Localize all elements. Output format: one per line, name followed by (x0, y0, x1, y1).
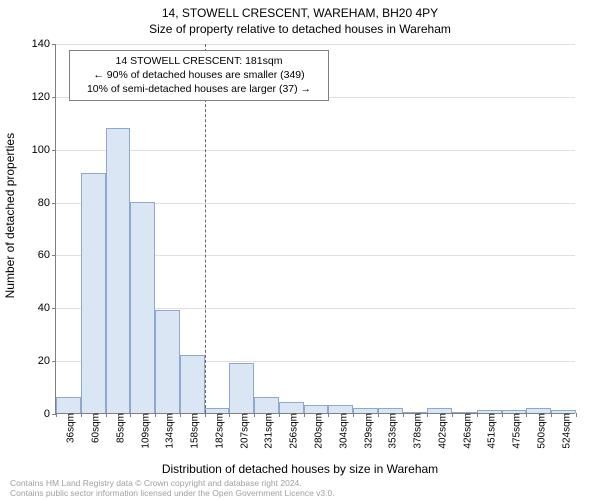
x-tick-mark (551, 413, 552, 417)
chart-container: 14, STOWELL CRESCENT, WAREHAM, BH20 4PY … (0, 0, 600, 500)
chart-title-sub: Size of property relative to detached ho… (0, 20, 600, 36)
x-tick-mark (353, 413, 354, 417)
x-tick-mark (155, 413, 156, 417)
annotation-line: 14 STOWELL CRESCENT: 181sqm (78, 54, 320, 68)
x-tick-mark (502, 413, 503, 417)
footer-line2: Contains public sector information licen… (10, 488, 335, 498)
grid-line (56, 150, 575, 151)
histogram-bar (229, 363, 254, 413)
x-tick-label: 451sqm (481, 413, 498, 449)
annotation-box: 14 STOWELL CRESCENT: 181sqm← 90% of deta… (69, 50, 329, 101)
x-tick-mark (576, 413, 577, 417)
x-tick-label: 378sqm (407, 413, 424, 449)
histogram-bar (56, 397, 81, 413)
x-tick-mark (477, 413, 478, 417)
footer-attribution: Contains HM Land Registry data © Crown c… (10, 478, 335, 498)
x-tick-mark (106, 413, 107, 417)
x-tick-mark (403, 413, 404, 417)
x-tick-mark (254, 413, 255, 417)
y-tick-label: 0 (44, 408, 56, 420)
histogram-bar (304, 405, 329, 413)
x-tick-mark (56, 413, 57, 417)
x-tick-mark (279, 413, 280, 417)
y-tick-label: 120 (32, 91, 56, 103)
x-tick-label: 475sqm (506, 413, 523, 449)
histogram-bar (155, 310, 180, 413)
footer-line1: Contains HM Land Registry data © Crown c… (10, 478, 335, 488)
x-tick-mark (180, 413, 181, 417)
x-tick-label: 36sqm (60, 413, 77, 443)
x-tick-label: 85sqm (109, 413, 126, 443)
x-tick-mark (229, 413, 230, 417)
y-tick-label: 140 (32, 38, 56, 50)
grid-line (56, 44, 575, 45)
x-tick-mark (328, 413, 329, 417)
x-tick-label: 426sqm (456, 413, 473, 449)
histogram-bar (279, 402, 304, 413)
histogram-bar (106, 128, 131, 413)
x-tick-mark (205, 413, 206, 417)
x-tick-label: 60sqm (85, 413, 102, 443)
x-tick-label: 207sqm (233, 413, 250, 449)
y-axis-label: Number of detached properties (3, 133, 17, 298)
x-tick-label: 280sqm (308, 413, 325, 449)
x-tick-label: 109sqm (134, 413, 151, 449)
annotation-line: 10% of semi-detached houses are larger (… (78, 82, 320, 96)
histogram-bar (81, 173, 106, 414)
x-tick-mark (427, 413, 428, 417)
y-tick-label: 20 (38, 355, 56, 367)
histogram-bar (180, 355, 205, 413)
y-tick-label: 60 (38, 249, 56, 261)
y-tick-label: 80 (38, 197, 56, 209)
x-tick-label: 500sqm (530, 413, 547, 449)
chart-title-main: 14, STOWELL CRESCENT, WAREHAM, BH20 4PY (0, 0, 600, 20)
x-tick-mark (452, 413, 453, 417)
histogram-bar (130, 202, 155, 413)
x-tick-label: 329sqm (357, 413, 374, 449)
x-tick-label: 524sqm (555, 413, 572, 449)
annotation-line: ← 90% of detached houses are smaller (34… (78, 68, 320, 82)
x-tick-mark (378, 413, 379, 417)
histogram-bar (328, 405, 353, 413)
x-tick-label: 182sqm (208, 413, 225, 449)
x-tick-label: 304sqm (332, 413, 349, 449)
x-axis-label: Distribution of detached houses by size … (0, 462, 600, 476)
x-tick-mark (526, 413, 527, 417)
y-tick-label: 40 (38, 302, 56, 314)
x-tick-mark (304, 413, 305, 417)
histogram-bar (254, 397, 279, 413)
x-tick-mark (81, 413, 82, 417)
x-tick-mark (130, 413, 131, 417)
x-tick-label: 256sqm (283, 413, 300, 449)
x-tick-label: 158sqm (184, 413, 201, 449)
x-tick-label: 353sqm (382, 413, 399, 449)
x-tick-label: 402sqm (431, 413, 448, 449)
y-tick-label: 100 (32, 144, 56, 156)
x-tick-label: 231sqm (258, 413, 275, 449)
x-tick-label: 134sqm (159, 413, 176, 449)
